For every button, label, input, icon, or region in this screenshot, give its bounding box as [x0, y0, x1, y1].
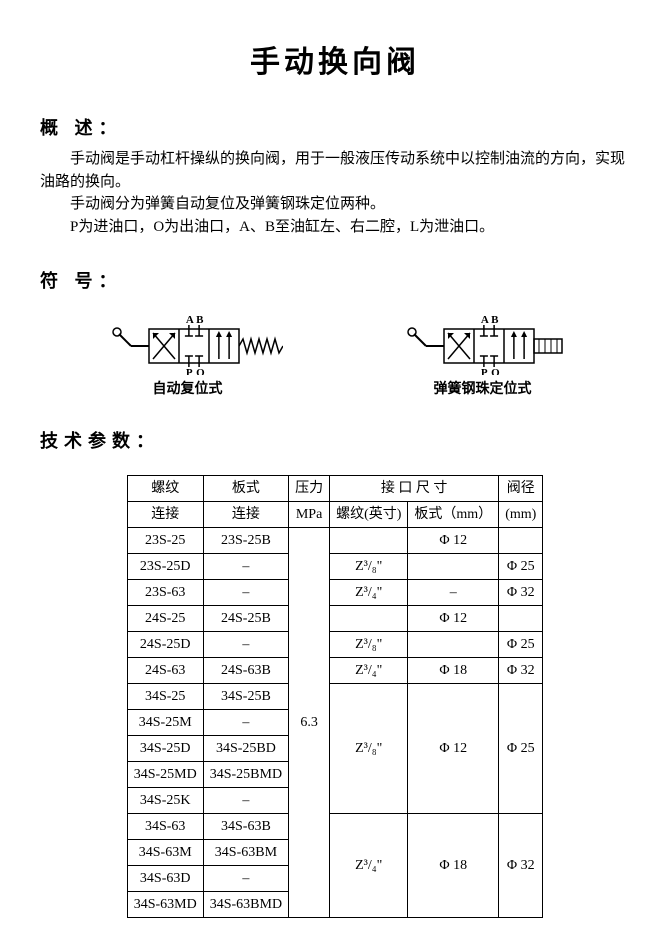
table-cell: MPa [289, 502, 330, 528]
table-cell: Φ 32 [499, 814, 543, 918]
overview-p3: P为进油口，O为出油口，A、B至油缸左、右二腔，L为泄油口。 [40, 216, 630, 239]
table-cell: Z³/₄" [330, 658, 408, 684]
svg-text:A: A [185, 315, 193, 326]
table-cell [330, 528, 408, 554]
overview-p2: 手动阀分为弹簧自动复位及弹簧钢珠定位两种。 [40, 193, 630, 216]
table-cell: Φ 18 [408, 658, 499, 684]
table-cell: 6.3 [289, 528, 330, 918]
table-cell: Φ 12 [408, 606, 499, 632]
overview-text: 手动阀是手动杠杆操纵的换向阀，用于一般液压传动系统中以控制油流的方向，实现油路的… [40, 148, 630, 238]
table-cell: 23S-25B [203, 528, 288, 554]
table-cell: 23S-25D [127, 554, 203, 580]
table-cell: Φ 25 [499, 554, 543, 580]
symbol-auto-reset-svg: AB PO [93, 315, 283, 375]
params-table-wrap: 螺纹板式压力接 口 尺 寸阀径连接连接MPa螺纹(英寸)板式（mm）(mm)23… [40, 475, 630, 918]
symbol-auto-reset-caption: 自动复位式 [93, 379, 283, 400]
table-cell: – [203, 580, 288, 606]
svg-text:P: P [480, 367, 487, 375]
svg-text:O: O [196, 367, 205, 375]
table-cell: 34S-63 [127, 814, 203, 840]
table-cell: Φ 25 [499, 684, 543, 814]
symbol-spring-detent: AB PO 弹簧钢珠定位式 [388, 315, 578, 400]
table-cell [330, 606, 408, 632]
table-cell: 34S-25B [203, 684, 288, 710]
page-title: 手动换向阀 [40, 40, 630, 85]
table-cell: 34S-25MD [127, 762, 203, 788]
svg-text:O: O [491, 367, 500, 375]
table-cell: 34S-25BMD [203, 762, 288, 788]
table-cell: 24S-25B [203, 606, 288, 632]
table-cell: (mm) [499, 502, 543, 528]
table-cell: 34S-63BM [203, 840, 288, 866]
symbol-spring-detent-svg: AB PO [388, 315, 578, 375]
table-cell: 压力 [289, 476, 330, 502]
table-cell: 连接 [203, 502, 288, 528]
table-cell [499, 606, 543, 632]
params-table: 螺纹板式压力接 口 尺 寸阀径连接连接MPa螺纹(英寸)板式（mm）(mm)23… [127, 475, 544, 918]
table-cell: 24S-63B [203, 658, 288, 684]
table-cell: Z³/₄" [330, 580, 408, 606]
table-cell: Φ 32 [499, 580, 543, 606]
table-cell: – [203, 788, 288, 814]
symbol-auto-reset: AB PO 自动复位式 [93, 315, 283, 400]
table-cell: 34S-63M [127, 840, 203, 866]
table-cell: 34S-63B [203, 814, 288, 840]
svg-text:B: B [196, 315, 204, 326]
table-cell: Z³/₈" [330, 632, 408, 658]
table-cell: 34S-25M [127, 710, 203, 736]
svg-text:A: A [480, 315, 488, 326]
table-cell [408, 554, 499, 580]
table-cell: Z³/₈" [330, 554, 408, 580]
table-cell: 34S-25 [127, 684, 203, 710]
page: 手动换向阀 概 述： 手动阀是手动杠杆操纵的换向阀，用于一般液压传动系统中以控制… [0, 0, 670, 925]
svg-text:B: B [491, 315, 499, 326]
table-cell: 34S-25BD [203, 736, 288, 762]
table-cell: 34S-63BMD [203, 892, 288, 918]
table-cell: 23S-63 [127, 580, 203, 606]
table-cell: 板式 [203, 476, 288, 502]
table-cell: 23S-25 [127, 528, 203, 554]
table-cell: 34S-25D [127, 736, 203, 762]
table-cell: 24S-63 [127, 658, 203, 684]
table-cell: 34S-63D [127, 866, 203, 892]
table-cell: – [203, 632, 288, 658]
table-cell: 连接 [127, 502, 203, 528]
table-cell: 螺纹 [127, 476, 203, 502]
table-cell: Φ 12 [408, 528, 499, 554]
table-cell: – [203, 866, 288, 892]
table-cell: Φ 12 [408, 684, 499, 814]
table-cell: Z³/₄" [330, 814, 408, 918]
table-cell: 24S-25D [127, 632, 203, 658]
table-cell: – [203, 710, 288, 736]
table-cell: 24S-25 [127, 606, 203, 632]
table-cell: 34S-63MD [127, 892, 203, 918]
table-cell: – [203, 554, 288, 580]
svg-text:P: P [185, 367, 192, 375]
table-cell: 板式（mm） [408, 502, 499, 528]
overview-heading: 概 述： [40, 115, 630, 142]
symbol-row: ABPO 自动复位式 ABPO 弹簧钢珠定位式 [40, 315, 630, 400]
symbol-spring-detent-caption: 弹簧钢珠定位式 [388, 379, 578, 400]
table-cell: – [408, 580, 499, 606]
table-cell: Φ 32 [499, 658, 543, 684]
table-cell: Φ 18 [408, 814, 499, 918]
table-cell: Z³/₈" [330, 684, 408, 814]
table-cell: 阀径 [499, 476, 543, 502]
table-cell: 34S-25K [127, 788, 203, 814]
table-cell: Φ 25 [499, 632, 543, 658]
symbol-heading: 符 号： [40, 268, 630, 295]
table-cell: 螺纹(英寸) [330, 502, 408, 528]
params-heading: 技术参数： [40, 428, 630, 455]
overview-p1: 手动阀是手动杠杆操纵的换向阀，用于一般液压传动系统中以控制油流的方向，实现油路的… [40, 148, 630, 193]
table-cell [408, 632, 499, 658]
table-cell [499, 528, 543, 554]
table-cell: 接 口 尺 寸 [330, 476, 499, 502]
